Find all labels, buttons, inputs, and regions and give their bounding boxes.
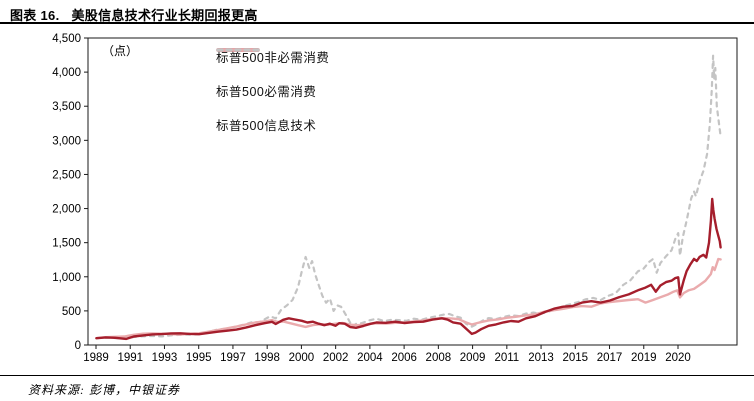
y-tick-label: 3,500 [52, 101, 81, 113]
y-tick-label: 500 [62, 306, 81, 318]
source-note: 资料来源: 彭博，中银证券 [28, 383, 180, 397]
y-tick-label: 1,000 [52, 272, 81, 284]
y-tick-label: 3,000 [52, 135, 81, 147]
x-tick-label: 2004 [357, 352, 383, 364]
chart-canvas: 0 500 1,000 1,500 2,000 2,500 3,000 3,500 4,000 4… [52, 33, 738, 364]
chart-legend: 标普500非必需消费 标普500必需消费 标普500信息技术 [216, 46, 329, 134]
y-tick-label: 4,000 [52, 67, 81, 79]
x-tick-label: 2008 [426, 352, 452, 364]
x-tick-label: 2000 [289, 352, 315, 364]
legend-label: 标普500非必需消费 [216, 50, 330, 65]
x-tick-label: 1995 [186, 352, 212, 364]
chart: 0 500 1,000 1,500 2,000 2,500 3,000 3,500 4,000 4… [0, 24, 754, 375]
figure-title-bar: 图表 16. 美股信息技术行业长期回报更高 [0, 0, 754, 24]
x-tick-label: 2002 [323, 352, 349, 364]
x-tick-label: 2017 [597, 352, 623, 364]
x-tick-label: 1997 [220, 352, 246, 364]
y-axis: 0 500 1,000 1,500 2,000 2,500 3,000 3,500 4,000 4… [52, 33, 88, 352]
x-tick-label: 2009 [460, 352, 486, 364]
x-tick-label: 2019 [631, 352, 657, 364]
y-tick-label: 0 [75, 340, 81, 352]
x-tick-label: 2006 [391, 352, 417, 364]
x-tick-label: 2013 [528, 352, 554, 364]
y-tick-label: 2,500 [52, 169, 81, 181]
figure-number: 图表 16. [10, 8, 60, 23]
plot-border [87, 37, 738, 346]
x-tick-label: 1989 [83, 352, 109, 364]
x-tick-label: 2020 [665, 352, 691, 364]
legend-label: 标普500必需消费 [216, 84, 317, 99]
series-line-0 [95, 197, 722, 341]
series-line-1 [95, 257, 722, 340]
x-tick-label: 1991 [117, 352, 143, 364]
legend-swatch [216, 48, 260, 52]
legend-label: 标普500信息技术 [216, 118, 317, 133]
x-tick-label: 1993 [152, 352, 178, 364]
x-tick-label: 2015 [562, 352, 588, 364]
x-tick-label: 2011 [494, 352, 519, 364]
y-tick-label: 4,500 [52, 33, 81, 45]
series-line-2 [95, 54, 722, 340]
source-bar: 资料来源: 彭博，中银证券 [0, 375, 754, 401]
figure-title: 美股信息技术行业长期回报更高 [71, 8, 258, 23]
legend-item-2: 标普500信息技术 [216, 48, 329, 134]
x-axis: 1989 1991 1993 1995 1997 1998 2000 2002 2004 2006… [83, 345, 691, 364]
y-tick-label: 2,000 [52, 204, 81, 216]
y-axis-unit-label: （点） [102, 44, 138, 58]
y-tick-label: 1,500 [52, 238, 81, 250]
legend-item-1: 标普500必需消费 [216, 48, 329, 100]
x-tick-label: 1998 [254, 352, 280, 364]
